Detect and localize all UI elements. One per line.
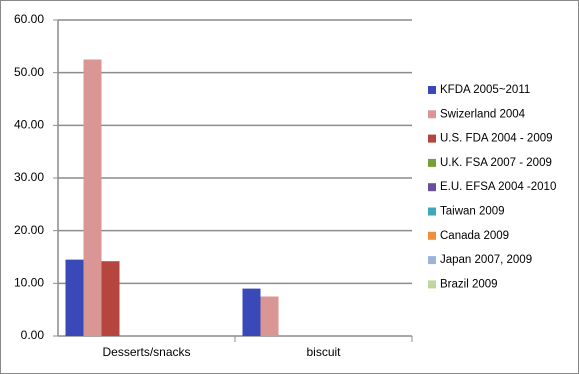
legend-swatch: [428, 110, 436, 119]
legend-label: Brazil 2009: [440, 278, 498, 290]
legend-swatch: [428, 256, 436, 265]
y-tick-label: 0.00: [21, 328, 45, 342]
legend-swatch: [428, 280, 436, 289]
x-tick-label: Desserts/snacks: [102, 345, 190, 359]
legend-label: Canada 2009: [440, 230, 509, 242]
y-tick-label: 10.00: [14, 276, 44, 290]
bar: [101, 261, 120, 336]
legend-swatch: [428, 134, 436, 143]
legend-swatch: [428, 86, 436, 94]
legend-label: KFDA 2005~2011: [440, 84, 530, 96]
bar: [65, 259, 84, 336]
y-tick-label: 40.00: [14, 118, 44, 132]
legend-label: Japan 2007, 2009: [440, 254, 532, 266]
bar: [260, 296, 279, 336]
y-tick-label: 30.00: [14, 170, 44, 184]
legend-swatch: [428, 207, 436, 216]
y-tick-label: 20.00: [14, 223, 44, 237]
bar: [242, 288, 261, 336]
y-tick-label: 50.00: [14, 65, 44, 79]
y-tick-label: 60.00: [14, 12, 44, 26]
legend-swatch: [428, 231, 436, 240]
legend-label: Swizerland 2004: [440, 108, 526, 120]
legend-label: E.U. EFSA 2004 -2010: [440, 181, 556, 193]
bar: [83, 59, 102, 336]
legend-label: Taiwan 2009: [440, 206, 505, 218]
legend-swatch: [428, 158, 436, 167]
legend-label: U.S. FDA 2004 - 2009: [440, 133, 553, 145]
legend: KFDA 2005~2011 Swizerland 2004 U.S. FDA 20…: [428, 84, 556, 290]
x-tick-label: biscuit: [306, 345, 341, 359]
legend-label: U.K. FSA 2007 - 2009: [440, 157, 552, 169]
legend-swatch: [428, 183, 436, 192]
